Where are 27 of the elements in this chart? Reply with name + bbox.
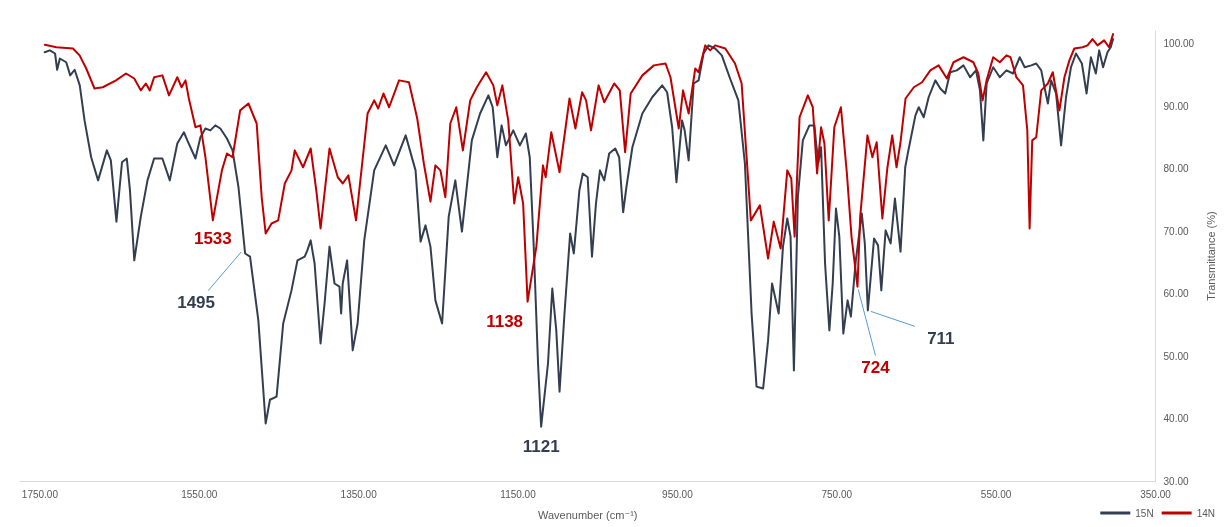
- y-tick-label: 50.00: [1163, 350, 1189, 362]
- y-axis-title: Transmittance (%): [1204, 211, 1217, 301]
- x-tick-label: 1150.00: [500, 488, 537, 500]
- annotation: 724: [861, 358, 891, 378]
- legend-label: 15N: [1135, 507, 1154, 519]
- legend-label: 14N: [1196, 507, 1216, 519]
- annotation: 1533: [193, 228, 232, 248]
- x-tick-label: 550.00: [980, 488, 1012, 500]
- x-axis-title: Wavenumber (cm⁻¹): [537, 508, 638, 521]
- annotation: 1138: [486, 312, 524, 332]
- y-tick-label: 60.00: [1163, 288, 1189, 299]
- annotation: 711: [927, 328, 955, 348]
- y-tick-label: 40.00: [1163, 413, 1189, 424]
- x-tick-label: 1750.00: [21, 488, 59, 500]
- line-series: [43, 38, 1115, 428]
- x-tick-label: 1350.00: [340, 488, 378, 500]
- annotation: 1495: [177, 293, 216, 313]
- x-tick-label: 1550.00: [181, 488, 218, 500]
- y-tick-label: 80.00: [1163, 163, 1189, 174]
- x-tick-label: 750.00: [821, 488, 853, 500]
- y-tick-label: 90.00: [1163, 100, 1189, 112]
- y-tick-label: 100.00: [1163, 38, 1195, 49]
- x-tick-label: 950.00: [662, 488, 694, 500]
- annotation: 1121: [522, 437, 560, 457]
- y-tick-label: 70.00: [1163, 225, 1189, 237]
- y-tick-label: 30.00: [1163, 475, 1189, 487]
- x-tick-label: 350.00: [1140, 488, 1172, 500]
